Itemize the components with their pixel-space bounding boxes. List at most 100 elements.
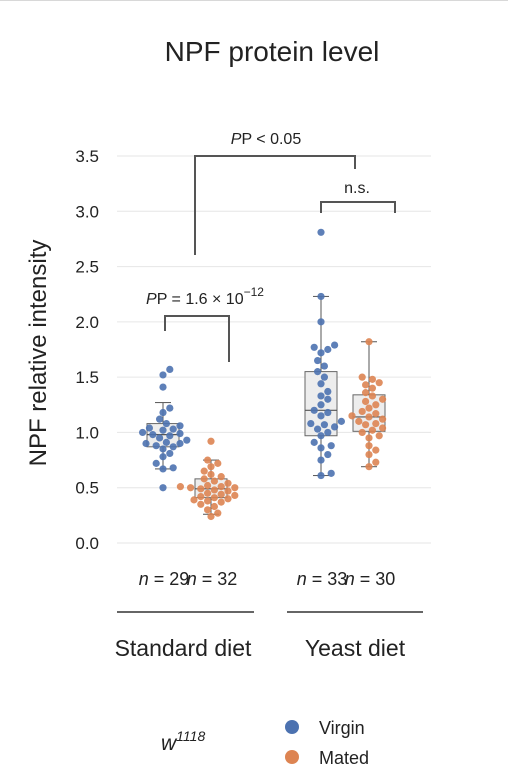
data-point (372, 410, 380, 418)
data-point (204, 497, 212, 505)
data-point (166, 432, 174, 440)
data-point (204, 506, 212, 514)
data-point (365, 450, 373, 459)
data-point (214, 509, 222, 517)
bracket-diet (194, 155, 356, 255)
data-point (324, 345, 332, 354)
data-point (210, 502, 218, 511)
data-point (159, 445, 167, 453)
data-point (320, 373, 328, 381)
data-point (204, 456, 212, 464)
data-point (324, 428, 332, 437)
data-point (358, 407, 366, 416)
data-point (204, 481, 212, 490)
data-point (183, 436, 191, 444)
annotation-p-diet-text: P < 0.05 (241, 131, 301, 148)
data-point (224, 479, 232, 487)
data-point (176, 439, 184, 448)
data-point (207, 470, 215, 479)
data-point (210, 494, 218, 502)
data-point (310, 343, 318, 351)
data-point (159, 408, 167, 417)
data-point (372, 446, 380, 454)
data-point (365, 413, 373, 421)
data-point (156, 434, 164, 442)
annotation-ns: n.s. (344, 180, 370, 197)
data-point (317, 292, 325, 301)
data-point (317, 401, 325, 409)
data-point (317, 444, 325, 452)
data-point (190, 496, 198, 504)
data-point (324, 395, 332, 403)
data-point (379, 424, 387, 432)
data-point (320, 362, 328, 370)
data-point (159, 371, 167, 379)
annotation-p-standard: PP = 1.6 × 10−12 (146, 285, 264, 308)
annotation-p-diet: PP < 0.05 (231, 131, 302, 148)
data-point (375, 379, 383, 387)
top-border-line (0, 0, 508, 1)
data-point (358, 428, 366, 437)
data-point (204, 489, 212, 497)
group-label-yeast-diet: Yeast diet (305, 635, 406, 661)
data-point (362, 397, 370, 406)
data-point (207, 437, 215, 445)
bracket-yeast (320, 201, 396, 213)
y-tick-label: 0.0 (75, 534, 99, 553)
data-point (224, 487, 232, 495)
genotype-label: w1118 (161, 728, 205, 755)
data-point (200, 467, 208, 475)
y-tick-label: 3.0 (75, 202, 99, 221)
data-point (207, 512, 215, 521)
data-point (166, 404, 174, 412)
data-point (317, 228, 325, 236)
data-point (139, 428, 147, 437)
data-points (139, 228, 387, 521)
data-point (152, 459, 160, 467)
legend-marker-mated (285, 750, 299, 764)
data-point (152, 442, 160, 450)
data-point (368, 384, 376, 392)
data-point (324, 408, 332, 417)
data-point (317, 471, 325, 480)
data-point (368, 375, 376, 383)
annotation-p-standard-text: P = 1.6 × 10 (157, 291, 244, 308)
data-point (317, 318, 325, 326)
y-tick-label: 1.0 (75, 423, 99, 442)
chart-title: NPF protein level (165, 36, 380, 67)
legend-label-mated: Mated (319, 748, 369, 768)
data-point (176, 422, 184, 430)
legend-label-virgin: Virgin (319, 718, 365, 738)
data-point (331, 341, 339, 349)
data-point (314, 356, 322, 365)
bracket-standard (164, 315, 230, 362)
data-point (149, 431, 157, 439)
data-point (348, 412, 356, 420)
y-tick-label: 2.5 (75, 258, 99, 277)
data-point (210, 486, 218, 494)
data-point (200, 475, 208, 483)
data-point (365, 442, 373, 450)
data-point (231, 491, 239, 500)
data-point (365, 404, 373, 412)
data-point (307, 419, 315, 428)
y-tick-label: 0.5 (75, 479, 99, 498)
y-axis-ticks: 0.0 0.5 1.0 1.5 2.0 2.5 3.0 3.5 (75, 147, 99, 553)
data-point (327, 442, 335, 450)
data-point (310, 406, 318, 414)
data-point (365, 338, 373, 346)
data-point (365, 463, 373, 471)
sample-size-labels: n = 29n = 32 n = 33n = 30 (139, 569, 396, 589)
data-point (375, 432, 383, 440)
data-point (379, 395, 387, 403)
data-point (362, 389, 370, 397)
y-tick-label: 2.0 (75, 313, 99, 332)
data-point (166, 449, 174, 458)
data-point (156, 415, 164, 423)
data-point (317, 392, 325, 400)
data-point (231, 484, 239, 492)
data-point (327, 469, 335, 477)
data-point (314, 425, 322, 433)
data-point (320, 421, 328, 429)
group-label-standard-diet: Standard diet (115, 635, 252, 661)
